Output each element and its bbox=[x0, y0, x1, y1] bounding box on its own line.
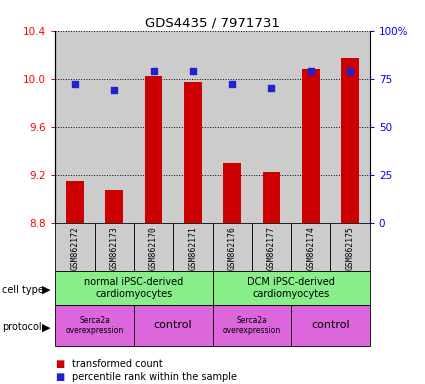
Bar bbox=[94, 31, 134, 223]
Text: ▶: ▶ bbox=[42, 285, 50, 295]
Point bbox=[111, 87, 118, 93]
Text: GSM862176: GSM862176 bbox=[228, 227, 237, 270]
Text: GSM862175: GSM862175 bbox=[346, 227, 354, 270]
Bar bbox=[105, 190, 123, 223]
Bar bbox=[55, 305, 134, 346]
Bar bbox=[55, 271, 212, 305]
Bar bbox=[263, 172, 280, 223]
Bar bbox=[302, 69, 320, 223]
Bar bbox=[223, 163, 241, 223]
Point bbox=[307, 68, 314, 74]
Text: ▶: ▶ bbox=[42, 322, 50, 332]
Bar bbox=[341, 58, 359, 223]
Bar bbox=[291, 223, 331, 271]
Bar bbox=[291, 305, 370, 346]
Text: Serca2a
overexpression: Serca2a overexpression bbox=[223, 316, 281, 335]
Text: control: control bbox=[311, 320, 350, 331]
Text: cell type: cell type bbox=[2, 285, 44, 295]
Point bbox=[229, 81, 235, 88]
Bar bbox=[66, 181, 84, 223]
Point bbox=[150, 68, 157, 74]
Bar bbox=[55, 31, 94, 223]
Bar bbox=[330, 31, 370, 223]
Point bbox=[347, 68, 354, 74]
Text: protocol: protocol bbox=[2, 322, 42, 332]
Title: GDS4435 / 7971731: GDS4435 / 7971731 bbox=[145, 17, 280, 30]
Bar bbox=[94, 223, 134, 271]
Text: percentile rank within the sample: percentile rank within the sample bbox=[72, 372, 237, 382]
Bar bbox=[291, 31, 330, 223]
Text: GSM862177: GSM862177 bbox=[267, 227, 276, 270]
Text: GSM862170: GSM862170 bbox=[149, 227, 158, 270]
Text: control: control bbox=[154, 320, 193, 331]
Bar bbox=[331, 223, 370, 271]
Point bbox=[190, 68, 196, 74]
Bar bbox=[252, 223, 291, 271]
Text: GSM862174: GSM862174 bbox=[306, 227, 315, 270]
Bar bbox=[212, 305, 291, 346]
Text: GSM862171: GSM862171 bbox=[188, 227, 197, 270]
Text: ■: ■ bbox=[55, 372, 65, 382]
Bar bbox=[252, 31, 291, 223]
Bar bbox=[144, 76, 162, 223]
Bar bbox=[134, 305, 212, 346]
Bar bbox=[55, 223, 94, 271]
Bar bbox=[173, 223, 212, 271]
Text: GSM862173: GSM862173 bbox=[110, 227, 119, 270]
Point bbox=[71, 81, 78, 88]
Bar bbox=[212, 31, 252, 223]
Bar bbox=[134, 31, 173, 223]
Text: Serca2a
overexpression: Serca2a overexpression bbox=[65, 316, 124, 335]
Bar bbox=[134, 223, 173, 271]
Bar bbox=[184, 82, 202, 223]
Bar bbox=[212, 271, 370, 305]
Text: ■: ■ bbox=[55, 359, 65, 369]
Text: transformed count: transformed count bbox=[72, 359, 163, 369]
Point bbox=[268, 85, 275, 91]
Bar bbox=[212, 223, 252, 271]
Text: GSM862172: GSM862172 bbox=[71, 227, 79, 270]
Text: normal iPSC-derived
cardiomyocytes: normal iPSC-derived cardiomyocytes bbox=[84, 277, 184, 299]
Bar bbox=[173, 31, 212, 223]
Text: DCM iPSC-derived
cardiomyocytes: DCM iPSC-derived cardiomyocytes bbox=[247, 277, 335, 299]
